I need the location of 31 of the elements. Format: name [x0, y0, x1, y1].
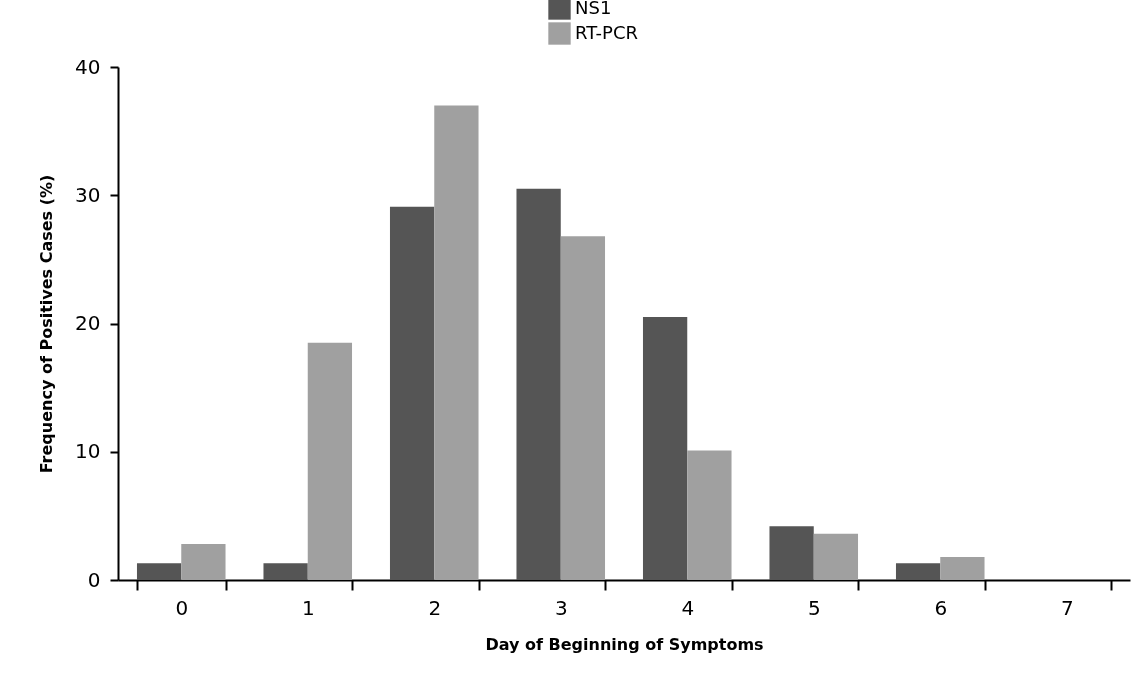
x-tick-label: 0 — [175, 595, 189, 620]
legend-label: RT-PCR — [575, 21, 638, 43]
bar — [389, 206, 435, 580]
bar — [687, 450, 732, 580]
bar — [136, 563, 182, 580]
y-tick-label: 30 — [75, 182, 101, 207]
bar — [813, 533, 859, 580]
y-tick-label: 0 — [87, 567, 101, 592]
x-tick-label: 4 — [681, 595, 695, 620]
y-tick-label: 40 — [75, 54, 101, 79]
bar — [895, 563, 941, 580]
bar — [769, 526, 814, 580]
bar — [181, 544, 226, 580]
bar — [434, 105, 479, 580]
bar — [263, 563, 308, 580]
bar — [307, 342, 353, 580]
x-tick-label: 6 — [934, 595, 948, 620]
x-tick-label: 5 — [807, 595, 821, 620]
x-tick-label: 2 — [428, 595, 442, 620]
bar — [940, 556, 985, 580]
bar — [516, 188, 561, 580]
x-tick-label: 3 — [554, 595, 568, 620]
y-tick-label: 20 — [75, 311, 101, 335]
legend-label: NS1 — [575, 0, 612, 18]
y-axis-title: Frequency of Positives Cases (%) — [37, 174, 57, 474]
bar — [642, 317, 688, 580]
y-tick-label: 10 — [75, 439, 101, 464]
bar — [560, 236, 606, 580]
x-tick-label: 1 — [301, 595, 315, 620]
x-axis-title: Day of Beginning of Symptoms — [485, 634, 764, 654]
x-tick-label: 7 — [1060, 595, 1074, 620]
